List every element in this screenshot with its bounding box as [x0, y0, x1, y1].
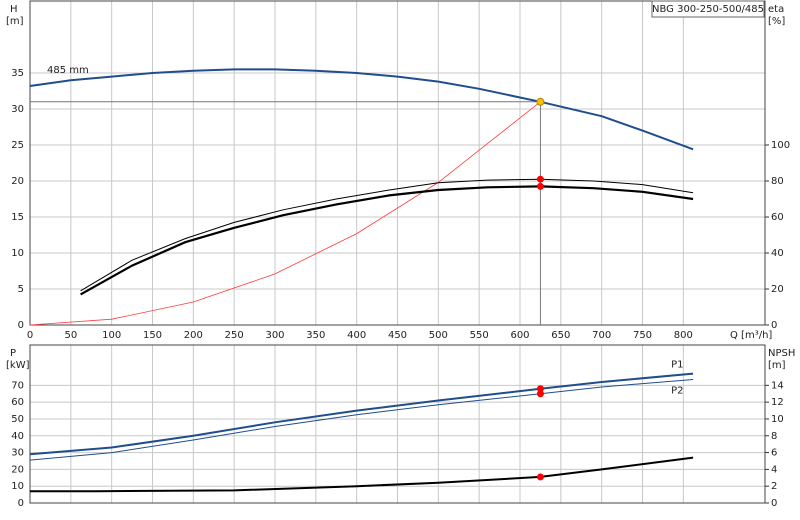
- x-tick-label: 650: [551, 330, 570, 341]
- y2-tick-label: 100: [771, 140, 790, 151]
- y2-tick-label: 40: [771, 248, 784, 259]
- x-tick-label: 100: [102, 330, 121, 341]
- title: NBG 300-250-500/485: [652, 4, 764, 15]
- x-tick-label: 0: [27, 330, 33, 341]
- x-tick-label: 250: [225, 330, 244, 341]
- operating-point: [536, 97, 545, 106]
- x-tick-label: 450: [388, 330, 407, 341]
- y2-tick-label: 14: [771, 380, 784, 391]
- y-tick-label: 40: [11, 431, 24, 442]
- curve: [29, 68, 694, 151]
- y-label: H: [10, 4, 18, 15]
- y2-unit: [m]: [768, 360, 786, 371]
- y-tick-label: 0: [18, 498, 24, 509]
- y-tick-label: 30: [11, 104, 24, 115]
- operating-point: [536, 175, 544, 183]
- operating-point: [536, 182, 544, 190]
- y2-tick-label: 0: [771, 498, 777, 509]
- y2-tick-label: 0: [771, 320, 777, 331]
- y2-tick-label: 4: [771, 464, 777, 475]
- y-tick-label: 20: [11, 464, 24, 475]
- x-tick-label: 200: [184, 330, 203, 341]
- y-tick-label: 35: [11, 68, 24, 79]
- operating-point: [536, 385, 544, 393]
- series-label: P2: [671, 385, 683, 396]
- y2-tick-label: 6: [771, 448, 777, 459]
- plot-frame: [29, 0, 766, 326]
- y2-tick-label: 60: [771, 212, 784, 223]
- y-tick-label: 30: [11, 448, 24, 459]
- y2-tick-label: 8: [771, 431, 777, 442]
- x-tick-label: 50: [64, 330, 77, 341]
- annotation: 485 mm: [47, 65, 89, 76]
- x-tick-label: 400: [347, 330, 366, 341]
- y-tick-label: 20: [11, 176, 24, 187]
- y-tick-label: 50: [11, 414, 24, 425]
- y2-tick-label: 80: [771, 176, 784, 187]
- y-tick-label: 60: [11, 397, 24, 408]
- x-tick-label: 600: [510, 330, 529, 341]
- x-tick-label: 750: [633, 330, 652, 341]
- operating-point: [536, 473, 544, 481]
- curve: [30, 456, 694, 493]
- y-label: P: [10, 348, 16, 359]
- x-tick-label: 550: [470, 330, 489, 341]
- curve: [29, 101, 541, 326]
- y-unit: [kW]: [6, 360, 30, 371]
- y-tick-label: 0: [18, 320, 24, 331]
- x-tick-label: 150: [143, 330, 162, 341]
- plot-frame: [29, 344, 766, 504]
- x-tick-label: 350: [306, 330, 325, 341]
- y-tick-label: 25: [11, 140, 24, 151]
- curve: [29, 372, 694, 456]
- y-tick-label: 10: [11, 481, 24, 492]
- x-tick-label: 500: [429, 330, 448, 341]
- y2-tick-label: 12: [771, 397, 784, 408]
- curve: [80, 185, 694, 296]
- y-unit: [m]: [6, 16, 24, 27]
- x-tick-label: 700: [592, 330, 611, 341]
- y-tick-label: 15: [11, 212, 24, 223]
- x-label: Q [m³/h]: [730, 330, 772, 341]
- curve: [29, 379, 694, 461]
- y2-tick-label: 10: [771, 414, 784, 425]
- y2-label: NPSH: [768, 348, 795, 359]
- y2-label: eta: [768, 4, 784, 15]
- y2-tick-label: 20: [771, 284, 784, 295]
- curve: [80, 178, 694, 292]
- y2-tick-label: 2: [771, 481, 777, 492]
- x-tick-label: 300: [265, 330, 284, 341]
- y2-unit: [%]: [768, 16, 785, 27]
- x-tick-label: 800: [674, 330, 693, 341]
- y-tick-label: 5: [18, 284, 24, 295]
- series-label: P1: [671, 360, 683, 371]
- operating-point: [536, 390, 544, 398]
- y-tick-label: 70: [11, 380, 24, 391]
- y-tick-label: 10: [11, 248, 24, 259]
- title-box: [651, 0, 765, 18]
